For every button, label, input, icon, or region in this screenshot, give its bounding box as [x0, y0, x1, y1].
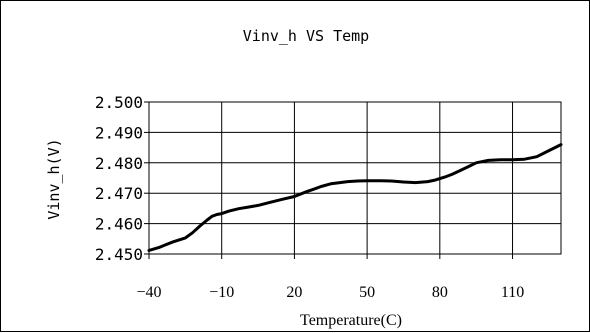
- tick-layer: −40 −10 20 50 80 110 2.450 2.460 2.470 2.480 2.490…: [95, 93, 524, 301]
- y-tick-label: 2.480: [95, 154, 143, 173]
- y-tick-label: 2.450: [95, 245, 143, 264]
- x-tick-label: 110: [501, 284, 524, 301]
- plot-area: [148, 101, 562, 255]
- series-line: [147, 143, 563, 252]
- x-axis-label: Temperature(C): [300, 312, 402, 329]
- y-axis-label: Vinv_h(V): [45, 138, 63, 219]
- x-tick-label: 50: [359, 284, 375, 301]
- y-tick-label: 2.490: [95, 123, 143, 142]
- series-layer: [147, 143, 563, 252]
- chart-title: Vinv_h VS Temp: [243, 27, 369, 45]
- x-tick-label: −40: [136, 284, 161, 301]
- y-tick-label: 2.500: [95, 93, 143, 112]
- x-tick-label: 80: [432, 284, 448, 301]
- y-tick-label: 2.460: [95, 215, 143, 234]
- x-tick-label: −10: [209, 284, 234, 301]
- x-tick-label: 20: [286, 284, 302, 301]
- y-tick-label: 2.470: [95, 184, 143, 203]
- grid-layer: [148, 101, 562, 255]
